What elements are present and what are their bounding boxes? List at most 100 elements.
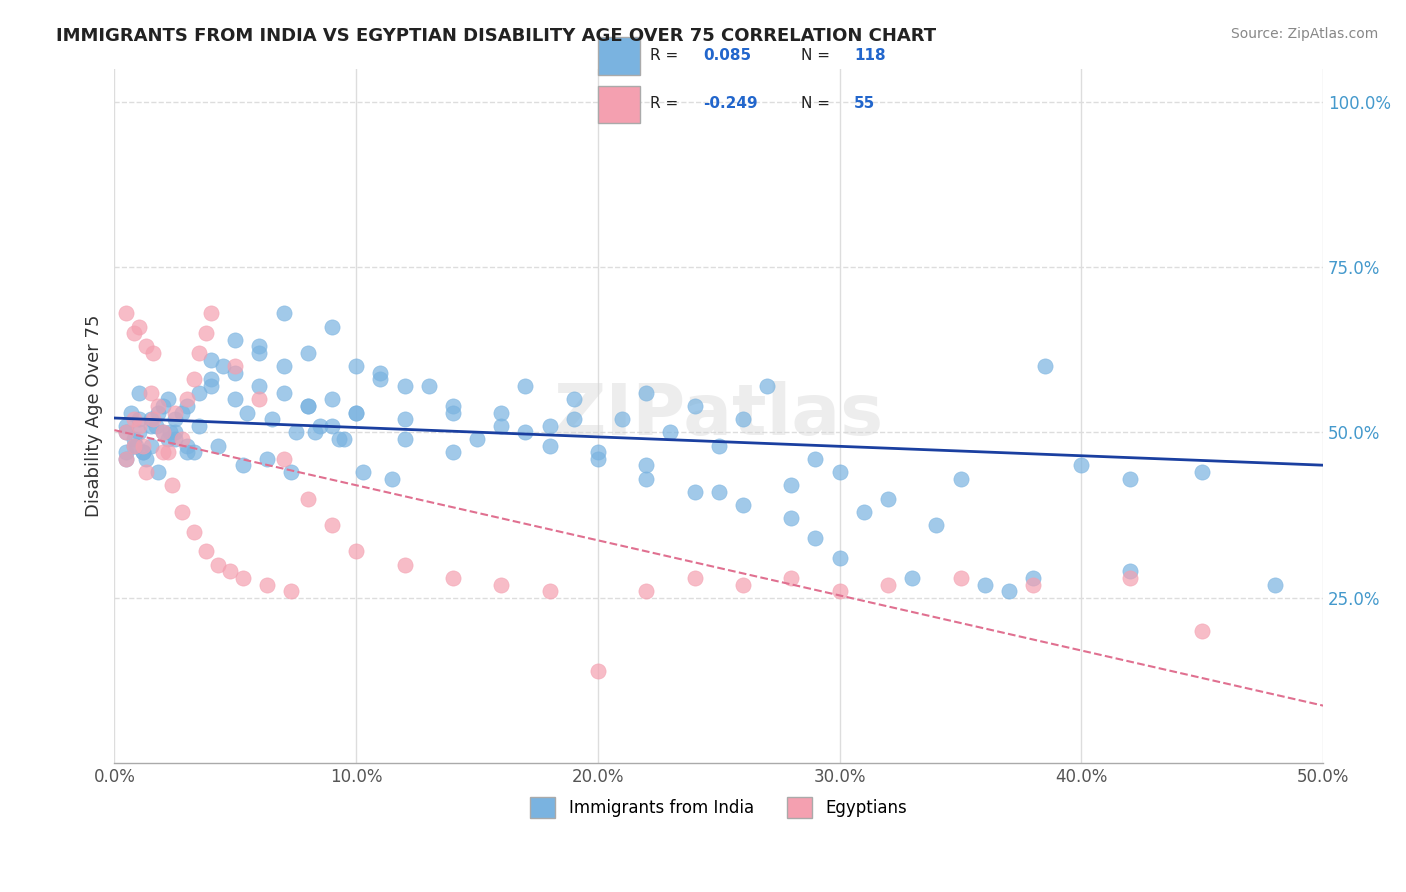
Point xyxy=(122,326,145,340)
Text: 0.085: 0.085 xyxy=(703,48,751,63)
Point xyxy=(562,412,585,426)
Point xyxy=(219,564,242,578)
Point xyxy=(1191,624,1213,638)
Point xyxy=(394,558,416,572)
Point xyxy=(156,432,179,446)
Point xyxy=(321,392,343,407)
Point xyxy=(207,558,229,572)
Text: IMMIGRANTS FROM INDIA VS EGYPTIAN DISABILITY AGE OVER 75 CORRELATION CHART: IMMIGRANTS FROM INDIA VS EGYPTIAN DISABI… xyxy=(56,27,936,45)
Point xyxy=(146,465,169,479)
Point xyxy=(115,425,138,440)
Point xyxy=(1119,564,1142,578)
Point xyxy=(273,306,295,320)
Point xyxy=(780,478,803,492)
Point xyxy=(135,451,157,466)
Y-axis label: Disability Age Over 75: Disability Age Over 75 xyxy=(86,315,103,517)
Text: Source: ZipAtlas.com: Source: ZipAtlas.com xyxy=(1230,27,1378,41)
Text: R =: R = xyxy=(650,96,679,112)
Point xyxy=(489,418,512,433)
Point xyxy=(586,445,609,459)
Text: N =: N = xyxy=(801,48,831,63)
Text: ZIPatlas: ZIPatlas xyxy=(554,381,884,450)
Point xyxy=(256,577,278,591)
Point xyxy=(489,577,512,591)
Point xyxy=(683,484,706,499)
Point xyxy=(115,306,138,320)
Point xyxy=(441,445,464,459)
Point xyxy=(249,339,271,353)
Point xyxy=(224,359,246,374)
Point xyxy=(394,432,416,446)
Point xyxy=(176,439,198,453)
Point xyxy=(352,465,374,479)
Point xyxy=(135,339,157,353)
Point xyxy=(1022,577,1045,591)
Point xyxy=(731,412,754,426)
Point xyxy=(1264,577,1286,591)
Point xyxy=(183,524,205,539)
Point xyxy=(297,491,319,506)
Point xyxy=(139,412,162,426)
Point xyxy=(321,319,343,334)
Legend: Immigrants from India, Egyptians: Immigrants from India, Egyptians xyxy=(523,790,914,824)
Point xyxy=(370,372,392,386)
Point xyxy=(852,505,875,519)
Point xyxy=(586,664,609,678)
Point xyxy=(122,439,145,453)
Point xyxy=(949,571,972,585)
Point xyxy=(115,445,138,459)
Point xyxy=(297,346,319,360)
Point xyxy=(152,425,174,440)
Point xyxy=(304,425,326,440)
Point xyxy=(731,498,754,512)
Point xyxy=(200,372,222,386)
Point xyxy=(224,392,246,407)
Point xyxy=(828,551,851,566)
Text: -0.249: -0.249 xyxy=(703,96,758,112)
FancyBboxPatch shape xyxy=(598,37,640,75)
Point xyxy=(515,379,537,393)
Point xyxy=(176,445,198,459)
Point xyxy=(925,518,948,533)
Point xyxy=(877,577,900,591)
Point xyxy=(128,385,150,400)
Text: 118: 118 xyxy=(853,48,886,63)
Point xyxy=(321,518,343,533)
Point xyxy=(610,412,633,426)
Point xyxy=(515,425,537,440)
Point xyxy=(125,439,148,453)
Point xyxy=(188,385,211,400)
Text: 55: 55 xyxy=(853,96,876,112)
Point xyxy=(195,544,218,558)
Point xyxy=(115,425,138,440)
Point xyxy=(132,445,155,459)
Point xyxy=(538,418,561,433)
Point xyxy=(998,584,1021,599)
Point xyxy=(538,439,561,453)
Point xyxy=(128,319,150,334)
Point xyxy=(804,531,827,545)
Point xyxy=(273,451,295,466)
Point xyxy=(115,418,138,433)
Point xyxy=(122,432,145,446)
Point xyxy=(232,458,254,473)
Point xyxy=(163,412,186,426)
Point xyxy=(224,366,246,380)
Point xyxy=(683,571,706,585)
Point xyxy=(200,352,222,367)
Point xyxy=(949,472,972,486)
Point xyxy=(297,399,319,413)
Point xyxy=(152,425,174,440)
Point xyxy=(562,392,585,407)
Point xyxy=(586,451,609,466)
Point xyxy=(139,418,162,433)
Point xyxy=(297,399,319,413)
Point xyxy=(163,405,186,419)
Point xyxy=(344,544,367,558)
Point xyxy=(159,425,181,440)
FancyBboxPatch shape xyxy=(598,86,640,123)
Point xyxy=(122,439,145,453)
Text: N =: N = xyxy=(801,96,831,112)
Point xyxy=(731,577,754,591)
Point xyxy=(152,399,174,413)
